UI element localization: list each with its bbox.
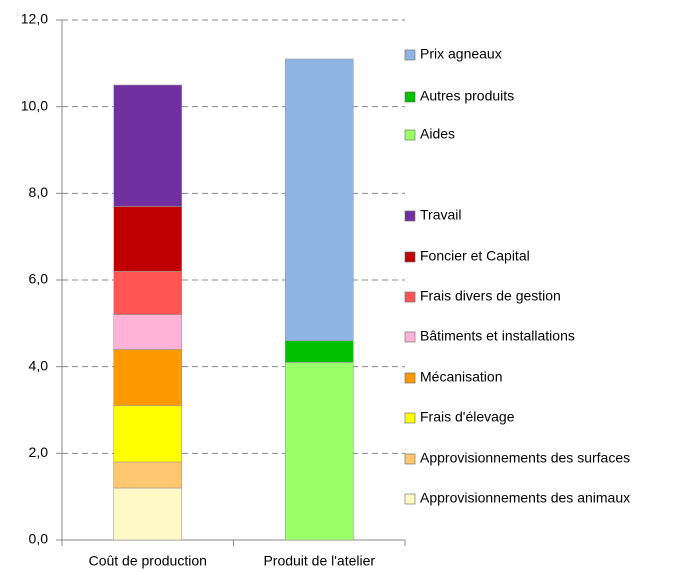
legend-swatch xyxy=(404,412,416,424)
bar-segment xyxy=(113,487,183,541)
legend-swatch xyxy=(404,91,416,103)
y-tick-label: 12,0 xyxy=(21,11,48,27)
legend-label: Travail xyxy=(420,207,462,223)
legend-label: Approvisionnements des surfaces xyxy=(420,450,630,466)
legend-label: Mécanisation xyxy=(420,369,503,385)
y-tick-label: 4,0 xyxy=(29,357,49,373)
legend-swatch xyxy=(404,372,416,384)
y-tick-label: 10,0 xyxy=(21,97,48,113)
legend-label: Frais divers de gestion xyxy=(420,288,561,304)
legend-swatch xyxy=(404,291,416,303)
legend-label: Aides xyxy=(420,126,455,142)
legend-swatch xyxy=(404,129,416,141)
legend-swatch xyxy=(404,251,416,263)
bar-segment xyxy=(113,349,183,406)
y-tick-label: 2,0 xyxy=(29,444,49,460)
legend-swatch xyxy=(404,331,416,343)
bar-segment xyxy=(113,206,183,272)
bar-segment xyxy=(113,314,183,350)
y-tick-label: 8,0 xyxy=(29,184,49,200)
legend-swatch xyxy=(404,210,416,222)
bar-segment xyxy=(113,84,183,207)
legend-label: Foncier et Capital xyxy=(420,248,530,264)
legend-swatch xyxy=(404,493,416,505)
bar-segment xyxy=(284,362,354,541)
legend-label: Bâtiments et installations xyxy=(420,328,575,344)
bar-segment xyxy=(113,405,183,463)
bar-segment xyxy=(113,271,183,315)
legend-label: Autres produits xyxy=(420,88,514,104)
y-tick-label: 0,0 xyxy=(29,531,49,547)
bar-segment xyxy=(284,340,354,363)
legend-swatch xyxy=(404,453,416,465)
bar-segment xyxy=(113,461,183,489)
legend-label: Frais d'élevage xyxy=(420,409,515,425)
legend-label: Prix agneaux xyxy=(420,46,502,62)
legend-swatch xyxy=(404,49,416,61)
legend-label: Approvisionnements des animaux xyxy=(420,490,630,506)
y-tick-label: 6,0 xyxy=(29,271,49,287)
x-tick-label: Coût de production xyxy=(89,553,207,569)
x-tick-label: Produit de l'atelier xyxy=(263,553,375,569)
bar-segment xyxy=(284,58,354,341)
